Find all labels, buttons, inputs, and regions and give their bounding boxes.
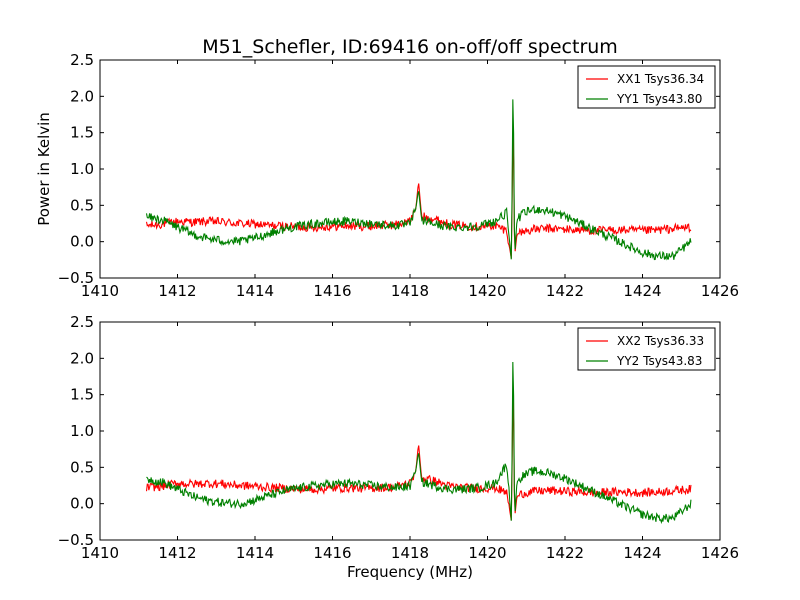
x-tick-label: 1418 [391,282,429,300]
y-tick-label: 1.5 [70,124,94,142]
x-tick-label: 1426 [701,282,739,300]
x-tick-label: 1414 [236,544,274,562]
series-line-yy [145,99,692,261]
y-axis-label: Power in Kelvin [35,112,53,226]
y-tick-label: −0.5 [58,531,94,549]
x-tick-label: 1412 [158,544,196,562]
y-tick-label: 0.5 [70,458,94,476]
series-line-xx [145,396,692,521]
series-line-yy [146,362,692,525]
legend-label: XX2 Tsys36.33 [617,334,704,348]
y-tick-label: 0.0 [70,233,94,251]
x-tick-label: 1422 [546,544,584,562]
x-tick-label: 1426 [701,544,739,562]
x-tick-label: 1418 [391,544,429,562]
x-tick-label: 1424 [623,544,661,562]
x-tick-label: 1422 [546,282,584,300]
chart-panels: 1410 1412 1414 1416 1418 1420 1422 1424 1426 2.5 2… [58,51,740,562]
x-tick-label: 1424 [623,282,661,300]
legend: XX2 Tsys36.33 YY2 Tsys43.83 [577,327,716,371]
y-tick-label: 2.5 [70,313,94,331]
legend-box [577,65,716,109]
y-tick-label: 1.0 [70,422,94,440]
y-tick-label: 2.0 [70,87,94,105]
y-tick-label: 1.0 [70,160,94,178]
x-tick-label: 1414 [236,282,274,300]
y-tick-label: 2.0 [70,349,94,367]
y-tick-label: 2.5 [70,51,94,69]
series-line-xx [145,134,692,259]
chart-title: M51_Schefler, ID:69416 on-off/off spectr… [202,36,618,58]
x-tick-label: 1416 [313,282,351,300]
y-tick-label: 0.0 [70,495,94,513]
x-tick-label: 1410 [81,544,119,562]
x-tick-label: 1420 [468,282,506,300]
x-tick-label: 1410 [81,282,119,300]
x-tick-label: 1420 [468,544,506,562]
legend-label: XX1 Tsys36.34 [617,72,704,86]
chart-panel-1: 1410 1412 1414 1416 1418 1420 1422 1424 1426 2.5 2… [58,51,740,300]
chart-panel-2: 1410 1412 1414 1416 1418 1420 1422 1424 1426 2.5 2… [58,313,740,562]
legend-label: YY2 Tsys43.83 [616,354,702,368]
y-tick-label: 1.5 [70,386,94,404]
x-tick-label: 1416 [313,544,351,562]
y-tick-label: 0.5 [70,196,94,214]
x-axis-label: Frequency (MHz) [347,563,473,581]
legend-label: YY1 Tsys43.80 [616,92,702,106]
x-tick-label: 1412 [158,282,196,300]
legend: XX1 Tsys36.34 YY1 Tsys43.80 [577,65,716,109]
legend-box [577,327,716,371]
y-tick-label: −0.5 [58,269,94,287]
